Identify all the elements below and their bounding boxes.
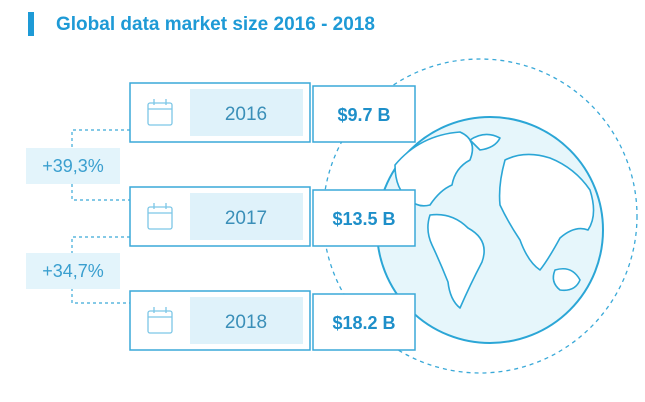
calendar-icon — [147, 310, 173, 334]
calendar-icon — [147, 102, 173, 126]
growth-box — [26, 253, 120, 289]
calendar-icon — [147, 206, 173, 230]
value-box — [312, 293, 416, 351]
brackets — [71, 129, 130, 304]
year: 2018 — [225, 312, 267, 333]
value: $13.5 B — [332, 209, 395, 229]
year-inner — [190, 89, 303, 136]
year-inner — [190, 297, 303, 344]
value-box — [312, 85, 416, 143]
year-inner — [190, 193, 303, 240]
value: $9.7 B — [337, 105, 390, 125]
value: $18.2 B — [332, 313, 395, 333]
title-bar — [28, 12, 34, 36]
value-box — [312, 189, 416, 247]
year: 2016 — [225, 104, 267, 125]
title: Global data market size 2016 - 2018 — [56, 14, 375, 35]
globe — [322, 58, 638, 374]
growth-box — [26, 148, 120, 184]
growth-label: +34,7% — [42, 261, 104, 281]
growth-label: +39,3% — [42, 156, 104, 176]
year: 2017 — [225, 208, 267, 229]
